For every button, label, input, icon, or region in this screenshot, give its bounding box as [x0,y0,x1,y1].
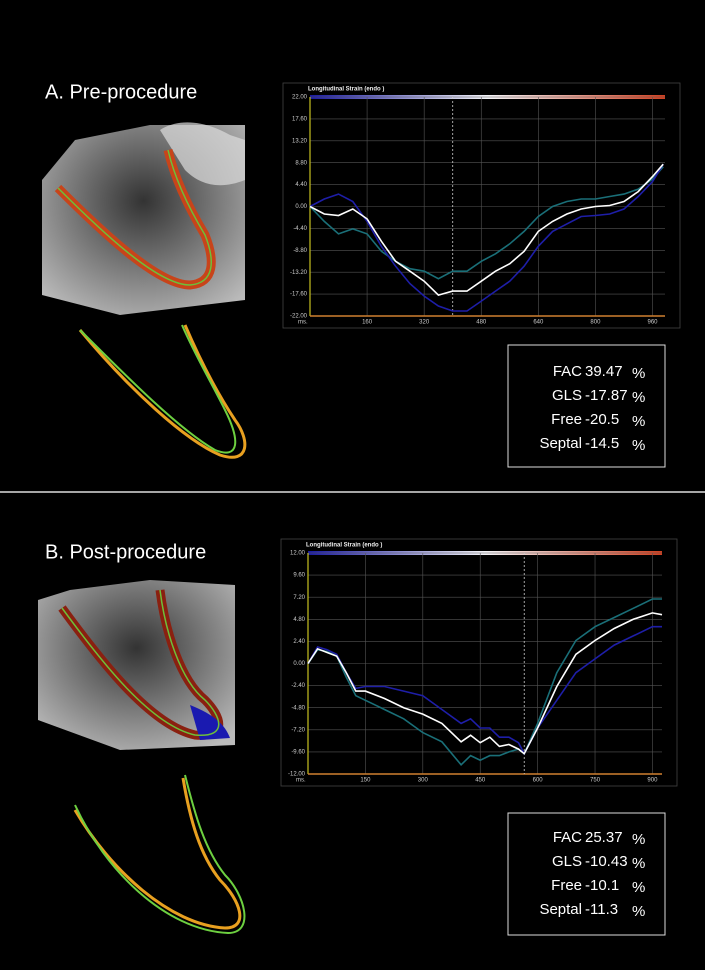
chart-frame [280,538,678,787]
strain-line [307,598,662,766]
metric-unit: % [632,413,645,430]
metric-name: Septal [539,435,582,452]
y-tick-label: 9.60 [293,573,305,579]
strain-line [309,166,664,280]
chart-title: Longitudinal Strain (endo ) [306,543,382,549]
y-tick-label: -9.60 [291,749,305,755]
metric-name: GLS [552,853,582,870]
x-tick-label: 300 [418,778,429,784]
y-tick-label: -13.20 [290,270,308,276]
x-tick-label: 750 [590,778,601,784]
metric-name: GLS [552,387,582,404]
metric-name: Free [551,411,582,428]
x-axis-label: ms. [296,778,306,784]
x-tick-label: 150 [360,778,371,784]
metric-unit: % [632,389,645,406]
metric-value: -20.5 [585,411,619,428]
metric-value: -10.1 [585,877,619,894]
y-tick-label: 7.20 [293,595,305,601]
metric-unit: % [632,831,645,848]
metric-unit: % [632,365,645,382]
y-tick-label: -4.80 [291,705,305,711]
strain-line [309,163,664,312]
metric-value: 39.47 [585,363,623,380]
y-tick-label: -8.80 [293,248,307,254]
panel-label: B. Post-procedure [45,541,206,563]
y-tick-label: -4.40 [293,226,307,232]
chart-title: Longitudinal Strain (endo ) [308,87,384,93]
metric-unit: % [632,437,645,454]
y-tick-label: 2.40 [293,639,305,645]
metric-unit: % [632,855,645,872]
x-tick-label: 600 [533,778,544,784]
y-tick-label: -22.00 [290,314,308,320]
y-tick-label: 12.00 [290,551,306,557]
x-tick-label: 480 [476,320,487,326]
x-tick-label: 800 [590,320,601,326]
metric-value: -10.43 [585,853,628,870]
panel-label: A. Pre-procedure [45,81,197,103]
echo-image-a [42,122,245,315]
metric-unit: % [632,879,645,896]
metric-value: 25.37 [585,829,623,846]
y-tick-label: -17.60 [290,292,308,298]
x-tick-label: 450 [475,778,486,784]
x-tick-label: 160 [362,320,373,326]
metric-name: Free [551,877,582,894]
y-tick-label: -2.40 [291,683,305,689]
y-tick-label: -12.00 [288,772,306,778]
y-tick-label: 8.80 [295,160,307,166]
metric-value: -17.87 [585,387,628,404]
x-tick-label: 900 [647,778,658,784]
x-tick-label: 320 [419,320,430,326]
metrics-box [507,812,666,936]
y-tick-label: 22.00 [292,95,308,101]
metric-name: Septal [539,901,582,918]
x-axis-label: ms. [298,320,308,326]
x-tick-label: 640 [533,320,544,326]
strain-line [309,163,664,296]
y-tick-label: 4.80 [293,617,305,623]
tracing-a [78,324,247,459]
metrics-box [507,344,666,468]
tracing-b [73,774,246,935]
metric-name: FAC [553,363,582,380]
y-tick-label: 4.40 [295,182,307,188]
y-tick-label: 17.60 [292,116,308,122]
y-tick-label: -7.20 [291,727,305,733]
metric-name: FAC [553,829,582,846]
y-tick-label: 13.20 [292,138,308,144]
x-tick-label: 960 [648,320,659,326]
y-tick-label: 0.00 [295,204,307,210]
metric-value: -11.3 [585,901,618,918]
metric-value: -14.5 [585,435,619,452]
metric-unit: % [632,903,645,920]
y-tick-label: 0.00 [293,661,305,667]
echo-image-b [38,580,235,750]
strain-line [307,612,663,755]
